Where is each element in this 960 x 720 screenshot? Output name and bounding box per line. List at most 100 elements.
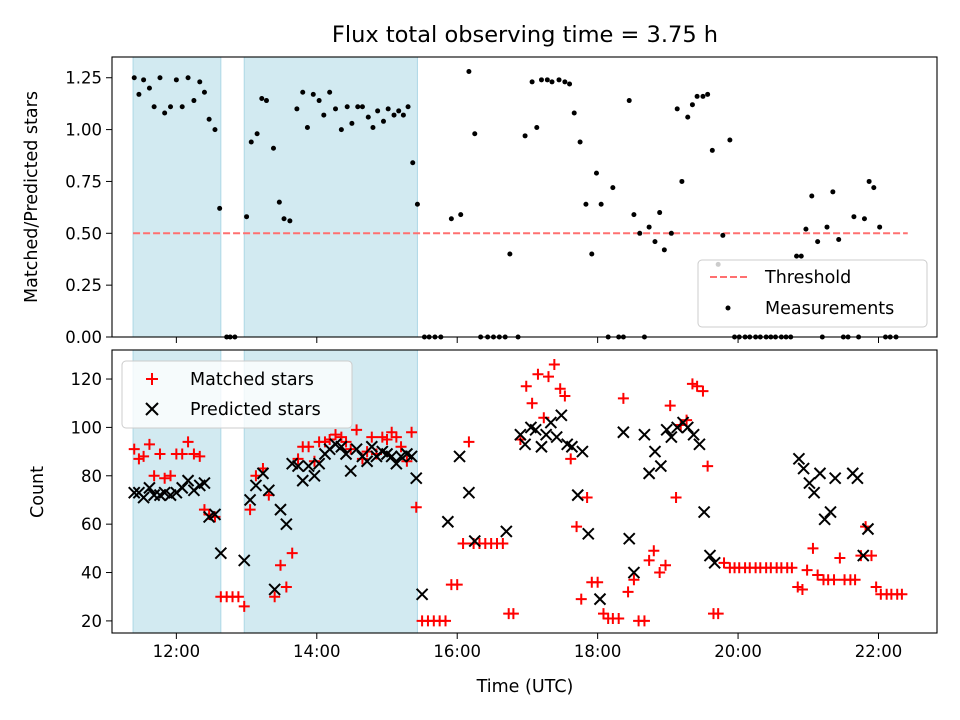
legend-measurements-swatch (725, 305, 731, 311)
y-tick-label: 0.00 (65, 328, 102, 347)
matched-point (638, 615, 650, 627)
measurement-point (668, 230, 674, 236)
matched-point (381, 433, 393, 445)
matched-point (457, 538, 469, 550)
matched-point (643, 554, 655, 566)
matched-point (232, 591, 244, 603)
measurement-point (151, 104, 157, 110)
matched-point (520, 380, 532, 392)
predicted-point (462, 486, 476, 499)
measurement-point (185, 75, 191, 81)
measurement-point (173, 77, 179, 83)
y-tick-label: 20 (81, 612, 102, 631)
matched-point (159, 472, 171, 484)
predicted-point (405, 450, 418, 463)
predicted-point (410, 471, 423, 485)
bottom-ylabel: Count (28, 466, 48, 518)
predicted-point (571, 488, 584, 502)
matched-point (366, 431, 378, 443)
predicted-point (803, 476, 816, 490)
bottom-plot-frame (111, 349, 938, 634)
predicted-point (208, 508, 222, 521)
measurement-point (589, 251, 595, 257)
measurement-point (168, 104, 174, 110)
measurement-point (593, 170, 599, 176)
predicted-point (268, 583, 281, 596)
predicted-point (697, 505, 711, 519)
matched-point (188, 448, 200, 460)
matched-point (613, 612, 625, 624)
measurement-point (809, 193, 815, 199)
matched-point (463, 436, 475, 448)
measurement-point (694, 93, 700, 99)
predicted-point (550, 430, 563, 444)
predicted-point (708, 556, 721, 570)
measurement-point (720, 232, 726, 238)
measurement-point (327, 89, 333, 95)
predicted-point (623, 532, 636, 545)
predicted-point (693, 438, 706, 451)
matched-point (182, 436, 194, 448)
measurement-point (803, 226, 809, 232)
predicted-point (824, 505, 837, 519)
predicted-point (642, 467, 656, 480)
matched-point (686, 378, 698, 390)
measurement-point (610, 185, 616, 191)
measurement-point (191, 98, 197, 104)
predicted-point (654, 459, 668, 473)
y-tick-label: 1.00 (65, 121, 102, 140)
predicted-point (813, 467, 827, 480)
measurement-point (824, 224, 830, 230)
measurement-point (861, 216, 867, 222)
measurement-point (652, 239, 658, 245)
matched-point (628, 574, 640, 586)
matched-point (592, 576, 604, 588)
measurement-point (571, 110, 577, 116)
y-tick-label: 0.50 (65, 224, 102, 243)
measurement-point (349, 120, 355, 126)
matched-point (654, 567, 666, 579)
top-y-axis: 0.00 0.25 0.50 0.75 1.00 1.25 (65, 69, 112, 347)
measurement-point (359, 104, 365, 110)
measurement-point (705, 91, 711, 97)
chart-title: Flux total observing time = 3.75 h (332, 22, 718, 48)
y-tick-label: 100 (71, 418, 103, 437)
predicted-point (468, 534, 481, 548)
measurement-point (333, 106, 339, 112)
matched-point (718, 557, 730, 569)
matched-point (542, 371, 554, 383)
matched-point (554, 383, 566, 395)
measurement-point (338, 127, 344, 133)
predicted-point (514, 428, 527, 441)
predicted-point (390, 457, 403, 470)
measurement-point (391, 112, 397, 118)
matched-point (275, 559, 287, 571)
measurement-point (131, 75, 137, 81)
predicted-point (687, 428, 700, 441)
x-tick-label: 16:00 (433, 642, 481, 661)
measurement-point (830, 189, 836, 195)
measurement-point (472, 131, 478, 137)
matched-point (386, 426, 398, 438)
top-shaded-spans (132, 56, 418, 338)
matched-point (697, 385, 709, 397)
predicted-point (593, 592, 607, 606)
measurement-point (141, 77, 147, 83)
predicted-point (143, 481, 156, 495)
measurement-point (679, 178, 685, 184)
predicted-point (291, 459, 305, 473)
predicted-point (807, 486, 821, 499)
predicted-point (339, 447, 353, 461)
predicted-point (335, 440, 348, 453)
x-tick-label: 18:00 (574, 642, 622, 661)
measurement-point (626, 98, 632, 104)
matched-point (712, 608, 724, 620)
matched-point (575, 593, 587, 605)
measurement-point (276, 199, 282, 205)
legend-matched-swatch (146, 373, 158, 385)
measurement-point (549, 79, 555, 85)
matched-point (702, 460, 714, 472)
bottom-xlabel: Time (UTC) (476, 677, 574, 697)
predicted-point (544, 416, 558, 429)
matched-point (648, 545, 660, 557)
